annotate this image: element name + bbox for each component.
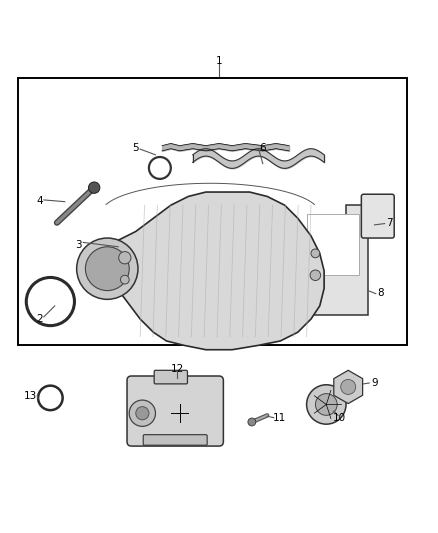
Circle shape xyxy=(315,394,337,415)
Text: 13: 13 xyxy=(24,391,37,401)
Circle shape xyxy=(119,252,131,264)
Text: 9: 9 xyxy=(371,377,378,387)
Circle shape xyxy=(85,247,129,290)
FancyBboxPatch shape xyxy=(143,435,207,445)
Text: 10: 10 xyxy=(333,413,346,423)
Text: 5: 5 xyxy=(132,143,139,154)
Circle shape xyxy=(136,407,149,420)
Circle shape xyxy=(120,275,129,284)
Circle shape xyxy=(129,400,155,426)
Polygon shape xyxy=(334,370,363,403)
FancyBboxPatch shape xyxy=(127,376,223,446)
Circle shape xyxy=(88,182,100,193)
Polygon shape xyxy=(307,214,359,275)
FancyBboxPatch shape xyxy=(154,370,187,384)
Polygon shape xyxy=(96,192,324,350)
Circle shape xyxy=(307,385,346,424)
Text: 1: 1 xyxy=(215,55,223,66)
Text: 8: 8 xyxy=(378,288,385,298)
Circle shape xyxy=(310,270,321,280)
Circle shape xyxy=(77,238,138,300)
Text: 6: 6 xyxy=(259,143,266,154)
Circle shape xyxy=(341,379,356,394)
Text: 4: 4 xyxy=(36,196,43,206)
Text: 2: 2 xyxy=(36,314,43,324)
Text: 3: 3 xyxy=(75,240,82,249)
Text: 11: 11 xyxy=(273,413,286,423)
Circle shape xyxy=(311,249,320,258)
FancyBboxPatch shape xyxy=(361,194,394,238)
Text: 12: 12 xyxy=(171,365,184,374)
Circle shape xyxy=(248,418,256,426)
Polygon shape xyxy=(276,205,368,314)
Text: 7: 7 xyxy=(386,217,393,228)
Bar xyxy=(18,78,407,345)
